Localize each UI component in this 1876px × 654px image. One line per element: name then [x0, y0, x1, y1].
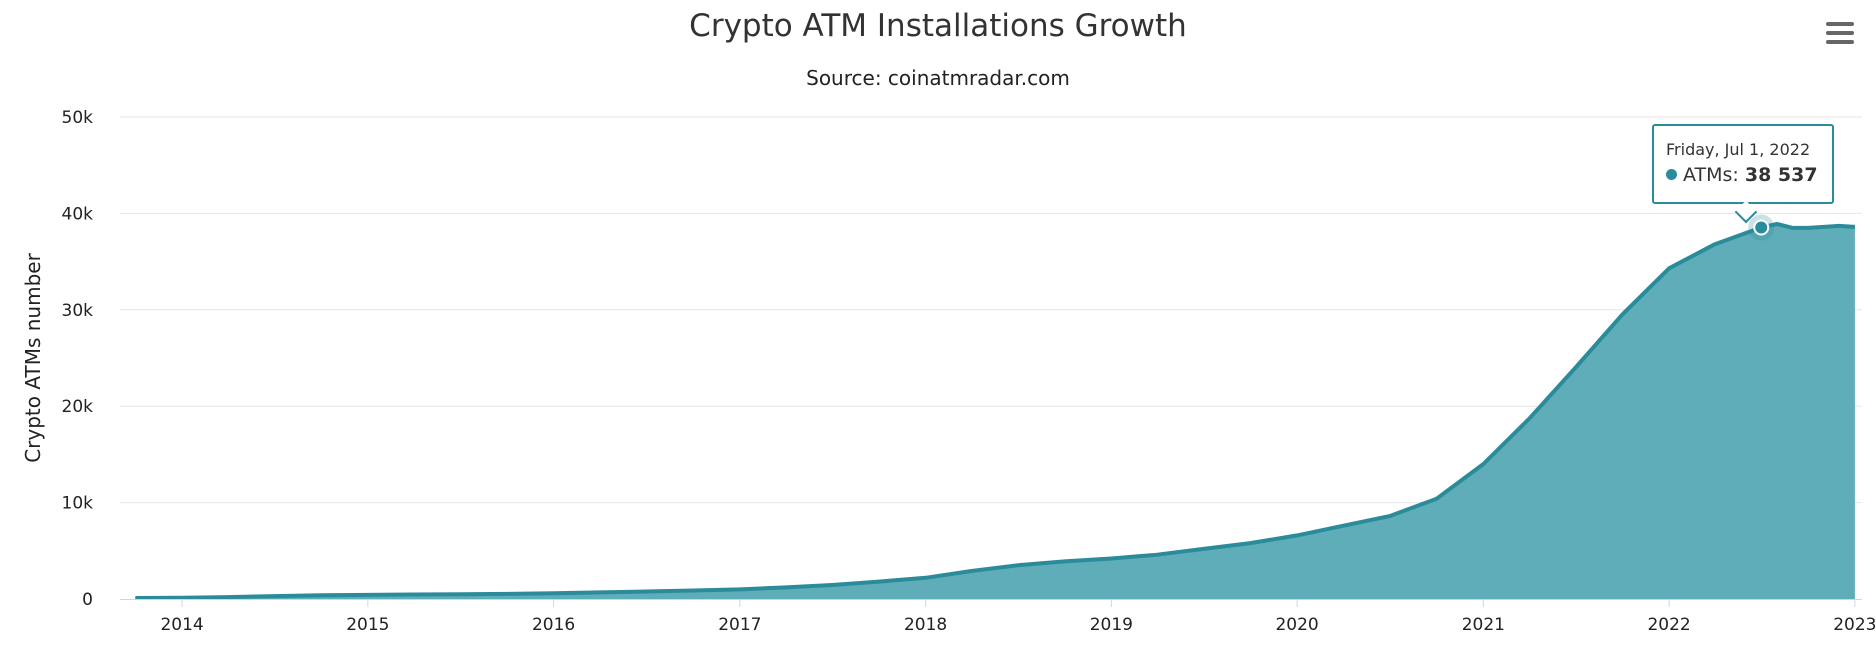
series-line: [135, 222, 1856, 600]
x-tick-label: 2022: [1647, 615, 1690, 635]
x-tick-label: 2014: [160, 615, 203, 635]
x-tick-label: 2021: [1462, 615, 1505, 635]
hamburger-menu-icon[interactable]: [1820, 18, 1860, 52]
y-tick-label: 10k: [62, 494, 94, 514]
tooltip-series-label: ATMs:: [1683, 164, 1739, 186]
x-tick-label: 2017: [718, 615, 761, 635]
x-tick-label: 2015: [346, 615, 389, 635]
x-tick-label: 2018: [904, 615, 947, 635]
y-axis-title: Crypto ATMs number: [21, 252, 45, 462]
tooltip-date: Friday, Jul 1, 2022: [1666, 140, 1811, 159]
tooltip-row: ATMs: 38 537: [1666, 164, 1818, 186]
y-tick-label: 30k: [62, 301, 94, 321]
y-tick-label: 50k: [62, 108, 94, 128]
chart-title: Crypto ATM Installations Growth: [689, 8, 1187, 44]
x-tick-label: 2020: [1275, 615, 1318, 635]
y-tick-label: 40k: [62, 204, 94, 224]
y-tick-label: 0: [82, 590, 93, 610]
x-tick-label: 2019: [1090, 615, 1133, 635]
tooltip-value: 38 537: [1744, 164, 1818, 186]
chart-subtitle: Source: coinatmradar.com: [806, 66, 1070, 90]
tooltip-series-dot: [1666, 169, 1677, 180]
x-tick-label: 2016: [532, 615, 575, 635]
y-tick-label: 20k: [62, 397, 94, 417]
tooltip: Friday, Jul 1, 2022 ATMs: 38 537: [1652, 124, 1834, 224]
x-tick-label: 2023: [1833, 615, 1876, 635]
hover-point: [1753, 219, 1770, 236]
series-area: [135, 224, 1855, 599]
